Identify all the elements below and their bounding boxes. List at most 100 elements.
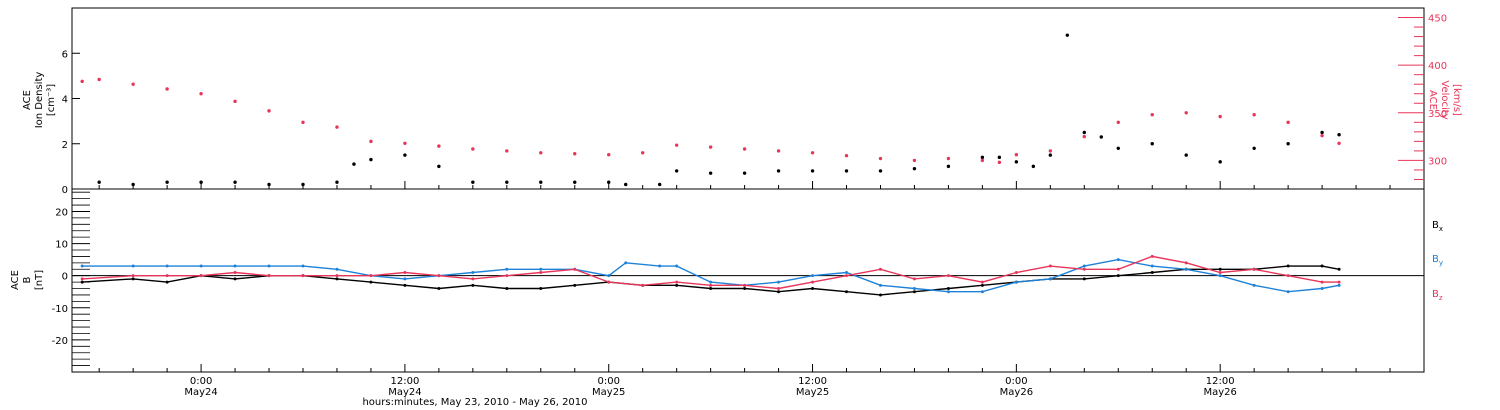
top-point-1-23 <box>844 153 849 158</box>
velocity-tick-label-2: 400 <box>1428 61 1447 72</box>
top-point-0-11 <box>437 164 441 169</box>
top-point-1-36 <box>1252 112 1256 117</box>
b-point-Bx-2 <box>165 280 169 284</box>
top-point-0-25 <box>878 169 883 173</box>
top-point-1-2 <box>131 82 135 86</box>
b-point-Bz-8 <box>369 274 373 278</box>
b-point-Bx-17 <box>675 283 679 287</box>
density-label-line2: Ion Density <box>34 72 45 129</box>
x-tick-date-5: May26 <box>1203 387 1236 398</box>
top-point-0-41 <box>1286 142 1290 146</box>
b-point-Bx-18 <box>709 287 713 291</box>
b-point-Bx-25 <box>946 287 950 291</box>
b-point-Bz-14 <box>573 267 577 271</box>
top-series-0 <box>97 33 1341 187</box>
top-point-1-13 <box>505 149 509 153</box>
b-point-Bz-17 <box>675 280 679 284</box>
density-label-line3: [cm⁻³] <box>46 84 57 116</box>
b-point-Bx-29 <box>1082 277 1086 281</box>
top-point-0-42 <box>1320 130 1324 135</box>
top-point-0-35 <box>1099 135 1103 139</box>
b-point-Bx-35 <box>1286 264 1290 268</box>
bottom-left-axis: 20 10 0 -10 -20 <box>52 191 90 366</box>
b-point-Bz-7 <box>335 274 339 278</box>
b-point-Bz-18 <box>709 283 713 287</box>
top-point-0-6 <box>301 182 305 187</box>
b-point-By-22 <box>811 274 815 278</box>
b-point-Bz-4 <box>233 270 237 274</box>
top-point-0-14 <box>539 180 543 184</box>
top-point-1-8 <box>335 125 339 129</box>
b-point-By-12 <box>505 267 509 271</box>
b-point-By-21 <box>777 280 781 284</box>
b-point-Bz-12 <box>505 274 509 278</box>
top-point-1-3 <box>165 87 169 91</box>
top-point-1-22 <box>810 151 815 155</box>
top-point-1-37 <box>1286 120 1290 125</box>
top-point-0-34 <box>1082 130 1087 135</box>
b-point-Bx-11 <box>471 283 475 287</box>
b-point-By-34 <box>1218 274 1222 278</box>
top-point-0-29 <box>997 155 1002 160</box>
top-point-1-39 <box>1337 141 1341 145</box>
top-point-0-33 <box>1065 33 1070 37</box>
b-point-Bz-5 <box>267 274 271 278</box>
b-point-By-11 <box>471 270 475 274</box>
top-point-0-32 <box>1048 153 1053 157</box>
b-label-line2: B <box>22 276 33 283</box>
b-point-Bz-13 <box>539 270 543 274</box>
b-point-Bz-16 <box>641 283 645 287</box>
b-point-Bx-30 <box>1116 274 1120 278</box>
velocity-tick-label-1: 350 <box>1428 109 1447 120</box>
b-point-Bz-34 <box>1252 267 1256 271</box>
b-point-Bx-19 <box>743 287 747 291</box>
b-point-Bx-24 <box>912 290 916 294</box>
top-point-0-20 <box>708 171 713 175</box>
top-point-1-25 <box>912 158 917 163</box>
top-series-1 <box>80 77 1341 165</box>
b-point-Bz-20 <box>777 287 781 291</box>
bottom-panel: 20 10 0 -10 -20 ACE B [nT] Bx By Bz <box>10 188 1443 373</box>
top-point-0-0 <box>97 180 101 184</box>
b-point-By-30 <box>1082 264 1086 268</box>
legend-bz: Bz <box>1432 289 1443 302</box>
b-point-Bx-31 <box>1150 270 1154 274</box>
top-point-0-12 <box>471 180 475 184</box>
top-point-1-32 <box>1116 120 1120 125</box>
b-point-Bx-22 <box>845 290 849 294</box>
top-point-0-39 <box>1218 160 1222 164</box>
b-point-Bx-14 <box>573 283 577 287</box>
legend-by: By <box>1432 254 1443 267</box>
b-point-By-38 <box>1337 283 1341 287</box>
x-tick-time-0: 0:00 <box>190 376 212 387</box>
top-point-1-17 <box>640 151 645 155</box>
b-point-Bz-36 <box>1320 280 1324 284</box>
b-point-Bz-0 <box>80 277 84 281</box>
top-point-1-20 <box>742 147 747 151</box>
top-point-1-35 <box>1218 114 1222 119</box>
b-point-Bx-20 <box>777 290 781 294</box>
b-point-By-16 <box>624 261 628 265</box>
b-point-By-24 <box>878 283 882 287</box>
top-point-0-8 <box>352 162 356 166</box>
top-point-0-15 <box>573 180 577 184</box>
top-point-1-26 <box>946 156 951 161</box>
top-point-1-19 <box>708 145 713 149</box>
b-point-Bz-32 <box>1184 261 1188 265</box>
top-point-0-9 <box>369 157 373 162</box>
b-point-By-35 <box>1252 283 1256 287</box>
b-point-By-36 <box>1286 290 1290 294</box>
b-point-Bz-11 <box>471 277 475 281</box>
x-tick-time-3: 12:00 <box>798 376 827 387</box>
top-point-0-17 <box>624 182 628 187</box>
top-point-0-22 <box>776 169 781 173</box>
b-tick-label-0: 20 <box>55 207 68 218</box>
velocity-label-line2: Velocity <box>1439 80 1450 119</box>
b-point-Bx-1 <box>131 277 135 281</box>
b-point-Bx-10 <box>437 287 441 291</box>
b-point-By-26 <box>946 290 950 294</box>
b-point-Bx-33 <box>1218 267 1222 271</box>
b-point-By-27 <box>980 290 984 294</box>
top-point-1-10 <box>403 141 407 145</box>
top-point-0-27 <box>946 164 951 169</box>
